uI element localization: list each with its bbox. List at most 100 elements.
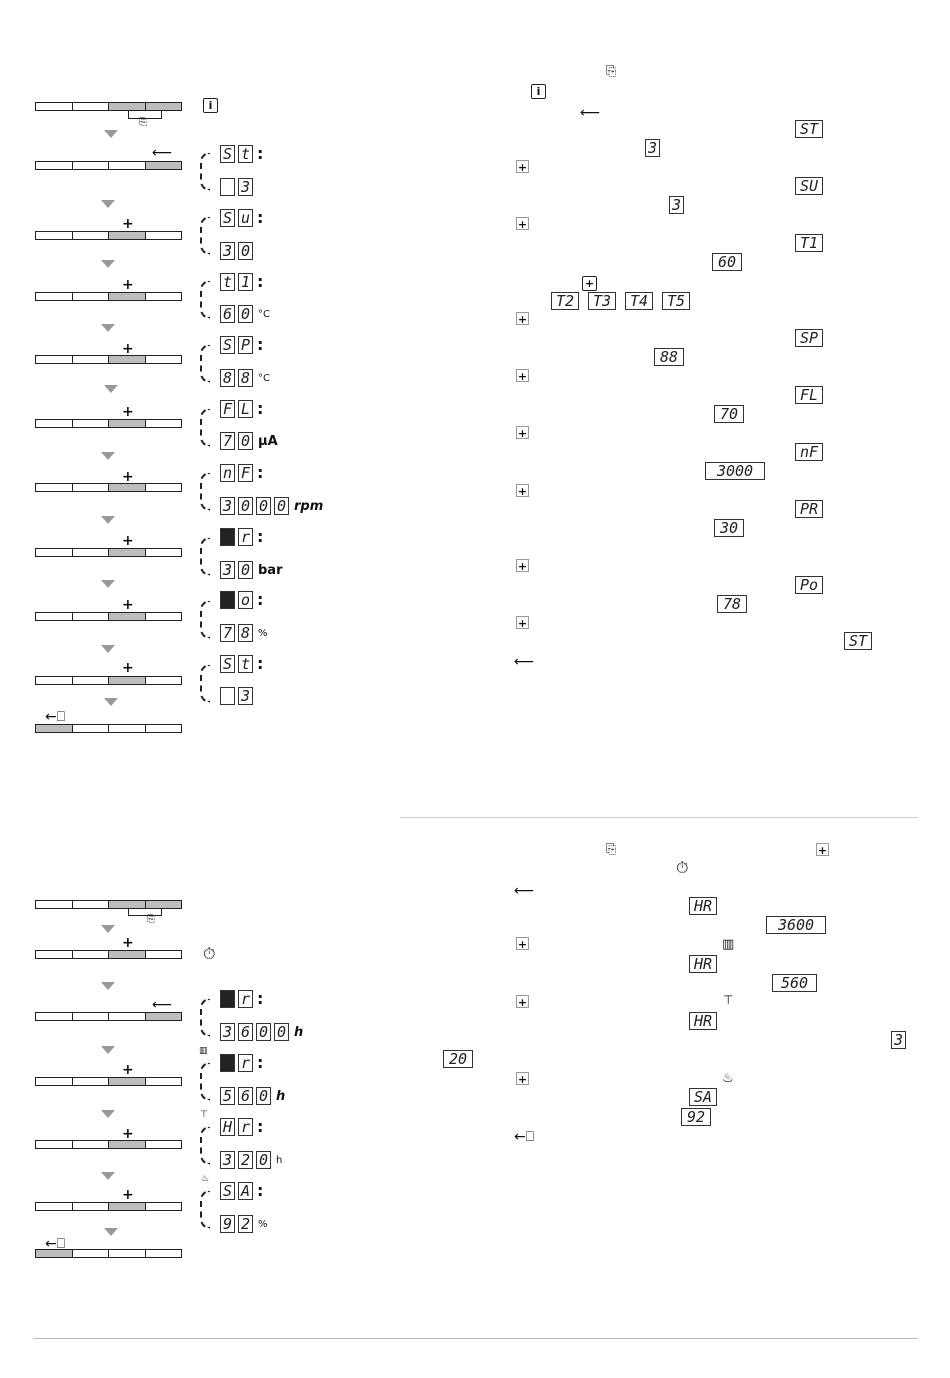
- dashed-link: [200, 1190, 210, 1229]
- book-icon: ⎘: [606, 842, 617, 857]
- plus-icon: +: [122, 533, 134, 549]
- dashed-link: [200, 472, 210, 511]
- ref-code: HR: [689, 1012, 720, 1030]
- plus-icon: +: [516, 217, 529, 231]
- control-bar: [35, 419, 182, 428]
- down-arrow-icon: [101, 580, 115, 588]
- info-icon: i: [531, 84, 546, 99]
- control-bar: [35, 161, 182, 170]
- control-bar: [35, 355, 182, 364]
- dashed-link: [200, 216, 210, 255]
- ref-code: HR: [689, 955, 720, 973]
- ref-value: 88: [654, 348, 687, 366]
- plus-icon: +: [516, 160, 529, 174]
- enter-icon: ⟵: [152, 145, 173, 161]
- plus-icon: +: [122, 1187, 134, 1203]
- display-value: 9 2%: [220, 1215, 268, 1233]
- ref-code: HR: [689, 897, 720, 915]
- down-arrow-icon: [101, 645, 115, 653]
- down-arrow-icon: [101, 1046, 115, 1054]
- down-arrow-icon: [104, 698, 118, 706]
- control-bar: [35, 1202, 182, 1211]
- bracket: [128, 908, 162, 916]
- ref-value: 3: [645, 139, 663, 157]
- display-code: r:: [220, 989, 263, 1008]
- dashed-link: [200, 1126, 210, 1165]
- plus-icon: +: [122, 1062, 134, 1078]
- plus-icon: +: [122, 341, 134, 357]
- display-value: 8 8 °C: [220, 369, 270, 387]
- dashed-link: [200, 152, 210, 191]
- plus-icon: +: [516, 312, 529, 326]
- book-icon: ⎘: [147, 914, 155, 925]
- ref-code: PR: [795, 500, 826, 518]
- control-bar: [35, 548, 182, 557]
- control-bar: [35, 676, 182, 685]
- plus-icon: +: [122, 935, 134, 951]
- plus-icon: +: [122, 277, 134, 293]
- down-arrow-icon: [101, 324, 115, 332]
- radiator-icon: ▥: [722, 937, 735, 952]
- enter-icon: ⟵: [514, 883, 535, 899]
- dashed-link: [200, 998, 210, 1037]
- plus-icon: +: [122, 404, 134, 420]
- flame-icon: ♨: [201, 1174, 210, 1184]
- ref-code: Po: [795, 576, 826, 594]
- enter-icon: ⟵: [514, 654, 535, 670]
- display-value: 6 0 °C: [220, 305, 270, 323]
- exit-icon: ←⎕: [45, 1236, 66, 1252]
- plus-icon: +: [122, 469, 134, 485]
- ref-value: 70: [714, 405, 747, 423]
- control-bar: [35, 102, 182, 111]
- ref-value: 3600: [766, 916, 829, 934]
- plus-icon: +: [122, 660, 134, 676]
- display-value: 7 8%: [220, 624, 268, 642]
- tap-icon: ⊤: [200, 1110, 208, 1120]
- plus-icon: +: [516, 937, 529, 951]
- control-bar: [35, 483, 182, 492]
- plus-icon: +: [516, 426, 529, 440]
- ref-code: SA: [689, 1088, 720, 1106]
- display-code: o:: [220, 590, 263, 609]
- timer-icon: ⏱: [676, 858, 689, 877]
- down-arrow-icon: [104, 385, 118, 393]
- ref-value: 3000: [705, 462, 768, 480]
- bracket: [128, 110, 162, 119]
- display-code: r:: [220, 527, 263, 546]
- info-icon: i: [203, 98, 218, 113]
- control-bar: [35, 231, 182, 240]
- down-arrow-icon: [101, 982, 115, 990]
- tap-icon: ⊤: [723, 993, 734, 1007]
- down-arrow-icon: [101, 925, 115, 933]
- ref-codes: T2 T3 T4 T5: [551, 292, 693, 310]
- dashed-link: [200, 280, 210, 319]
- plus-icon: +: [516, 559, 529, 573]
- control-bar: [35, 292, 182, 301]
- ref-value: 20: [443, 1050, 476, 1068]
- plus-icon: +: [582, 276, 597, 291]
- ref-value: 3: [669, 196, 687, 214]
- dashed-link: [200, 1062, 210, 1101]
- plus-icon: +: [516, 616, 529, 630]
- control-bar: [35, 1249, 182, 1258]
- control-bar: [35, 612, 182, 621]
- down-arrow-icon: [101, 1172, 115, 1180]
- plus-icon: +: [816, 843, 829, 857]
- ref-value: 30: [714, 519, 747, 537]
- flame-icon: ♨: [722, 1071, 734, 1086]
- control-bar: [35, 724, 182, 733]
- down-arrow-icon: [101, 452, 115, 460]
- down-arrow-icon: [101, 1110, 115, 1118]
- control-bar: [35, 1077, 182, 1086]
- down-arrow-icon: [101, 260, 115, 268]
- control-bar: [35, 950, 182, 959]
- ref-value: 78: [717, 595, 750, 613]
- footer-rule: [33, 1338, 918, 1339]
